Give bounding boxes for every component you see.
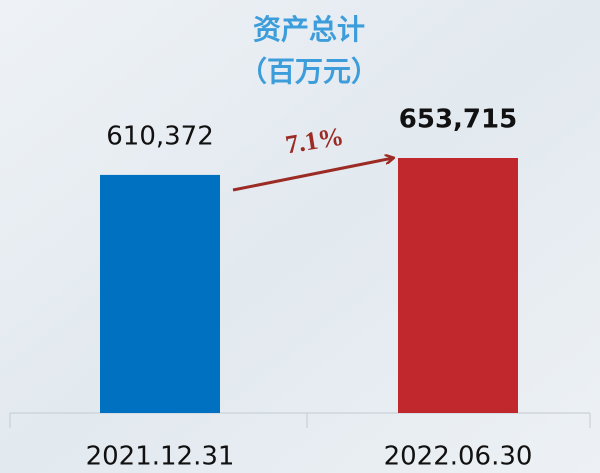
data-label: 653,715 (399, 105, 517, 135)
data-label: 610,372 (106, 121, 214, 151)
x-tick-label: 2022.06.30 (384, 442, 533, 472)
bar (100, 174, 220, 413)
chart-title: 资产总计 (253, 13, 365, 46)
growth-arrow (232, 158, 393, 192)
x-tick-label: 2021.12.31 (86, 442, 235, 472)
chart-subtitle: （百万元） (239, 55, 379, 88)
bar (398, 158, 518, 413)
